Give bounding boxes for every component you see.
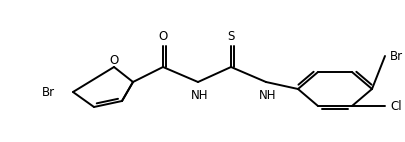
Text: O: O <box>158 31 167 43</box>
Text: Br: Br <box>389 50 402 62</box>
Text: NH: NH <box>259 89 276 102</box>
Text: Br: Br <box>42 85 55 99</box>
Text: S: S <box>227 31 234 43</box>
Text: Cl: Cl <box>389 100 401 112</box>
Text: O: O <box>109 54 118 66</box>
Text: NH: NH <box>191 89 208 102</box>
